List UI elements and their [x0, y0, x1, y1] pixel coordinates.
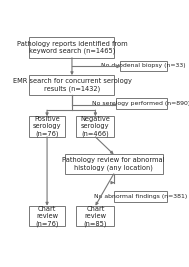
Text: No duodenal biopsy (n=33): No duodenal biopsy (n=33): [101, 64, 186, 68]
Bar: [29, 206, 65, 226]
Bar: [29, 116, 65, 137]
Text: Chart
review
(n=76): Chart review (n=76): [35, 206, 59, 226]
Text: No serology performed (n=890): No serology performed (n=890): [92, 101, 189, 106]
Bar: [76, 116, 114, 137]
Bar: [76, 206, 114, 226]
Bar: [65, 154, 163, 174]
Bar: [116, 98, 167, 108]
Text: EMR search for concurrent serology
results (n=1432): EMR search for concurrent serology resul…: [12, 78, 131, 92]
Text: No abnormal findings (n=381): No abnormal findings (n=381): [94, 194, 187, 199]
Text: Positive
serology
(n=76): Positive serology (n=76): [33, 116, 61, 137]
Text: Pathology review for abnormal
histology (any location): Pathology review for abnormal histology …: [62, 157, 165, 171]
Bar: [29, 37, 114, 58]
Text: Negative
serology
(n=466): Negative serology (n=466): [81, 116, 110, 137]
Text: Pathology reports identified from
keyword search (n=1465): Pathology reports identified from keywor…: [17, 41, 127, 54]
Text: Chart
review
(n=85): Chart review (n=85): [84, 206, 107, 226]
Bar: [29, 75, 114, 95]
Bar: [114, 191, 167, 202]
Bar: [120, 61, 167, 71]
